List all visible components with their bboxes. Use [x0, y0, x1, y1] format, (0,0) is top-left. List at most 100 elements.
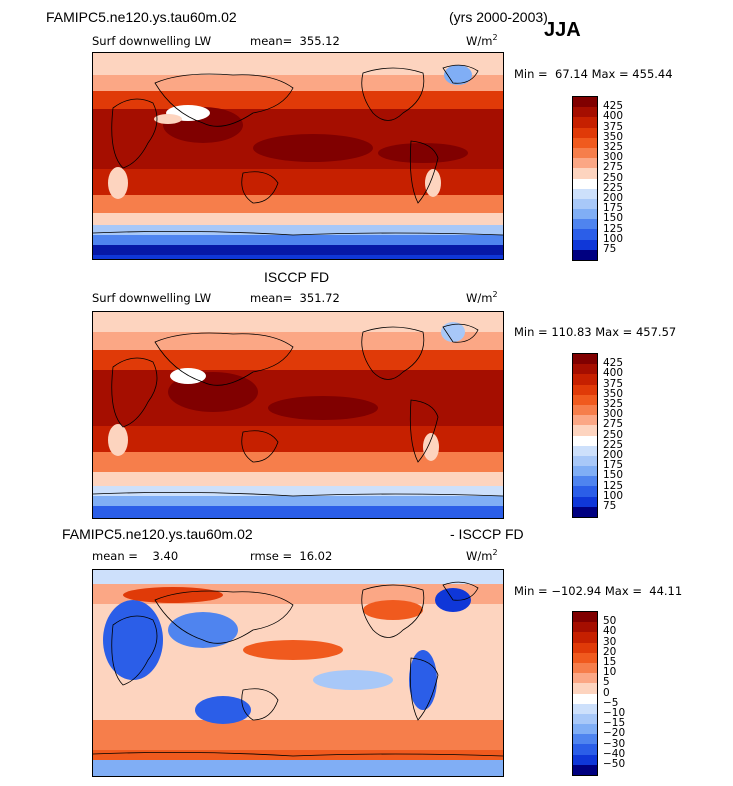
panel3-colorbar-swatch [573, 673, 597, 684]
panel2-mean: mean= 351.72 [250, 291, 340, 305]
panel1-colorbar-label: 75 [603, 243, 617, 255]
panel2-colorbar-label: 275 [603, 418, 624, 431]
panel3-colorbar-label: 5 [603, 676, 610, 689]
panel3-colorbar-swatch [573, 703, 597, 714]
panel1-colorbar [572, 96, 598, 261]
panel3-colorbar-swatch [573, 713, 597, 725]
panel3-colorbar-swatch [573, 693, 597, 704]
panel2-colorbar-label: 400 [603, 367, 624, 380]
panel1-colorbar-swatch [573, 178, 597, 189]
panel2-colorbar-swatch [573, 496, 597, 507]
panel3-mean: mean = 3.40 [92, 549, 179, 563]
panel2-colorbar-label: 325 [603, 398, 624, 410]
panel2-colorbar-swatch [573, 435, 597, 446]
panel2-colorbar-label: 175 [603, 459, 624, 472]
panel2-colorbar-label: 75 [603, 500, 617, 512]
panel2-top-title: ISCCP FD [264, 269, 330, 285]
panel3-colorbar-swatch [573, 764, 597, 775]
panel1-colorbar-label: 425 [603, 100, 624, 113]
panel2-colorbar-swatch [573, 445, 597, 456]
panel1-colorbar-label: 400 [603, 110, 624, 123]
panel3-colorbar-label: 30 [603, 635, 617, 648]
panel3-colorbar-swatch [573, 754, 597, 765]
panel3-colorbar-label: −40 [603, 747, 626, 760]
panel3-colorbar-label: −50 [603, 758, 626, 770]
panel1-colorbar-swatch [573, 158, 597, 169]
panel2-minmax: Min = 110.83 Max = 457.57 [514, 325, 677, 339]
panel3-map [92, 569, 504, 777]
panel2-colorbar-swatch [573, 354, 597, 365]
panel1-colorbar-label: 375 [603, 120, 624, 133]
panel3-colorbar-label: 10 [603, 666, 617, 679]
panel2-colorbar-label: 225 [603, 438, 624, 451]
panel1-colorbar-label: 225 [603, 181, 624, 194]
panel2-colorbar-swatch [573, 384, 597, 395]
panel3-colorbar-label: −15 [603, 717, 626, 730]
panel3-colorbar-swatch [573, 652, 597, 663]
panel3-rmse: rmse = 16.02 [250, 549, 333, 563]
panel1-colorbar-label: 275 [603, 161, 624, 174]
panel1-colorbar-swatch [573, 239, 597, 250]
panel3-colorbar-swatch [573, 662, 597, 674]
panel1-colorbar-swatch [573, 147, 597, 159]
panel3-colorbar-label: 0 [603, 686, 610, 699]
panel1-colorbar-swatch [573, 168, 597, 179]
panel3-colorbar-label: 20 [603, 645, 617, 658]
panel1-colorbar-label: 150 [603, 212, 624, 225]
panel1-colorbar-swatch [573, 209, 597, 220]
panel1-colorbar-label: 175 [603, 202, 624, 215]
panel1-colorbar-label: 250 [603, 171, 624, 184]
panel3-colorbar-label: 50 [603, 615, 617, 628]
panel1-colorbar-label: 325 [603, 141, 624, 153]
panel3-colorbar-label: −10 [603, 707, 626, 719]
panel2-colorbar-swatch [573, 476, 597, 487]
panel1-colorbar-swatch [573, 219, 597, 230]
panel3-units: W/m2 [466, 548, 498, 563]
panel3-top-left: FAMIPC5.ne120.ys.tau60m.02 [62, 526, 253, 542]
panel3-colorbar-label: −20 [603, 727, 626, 740]
panel2-map [92, 311, 504, 519]
panel2-colorbar-swatch [573, 425, 597, 436]
panel3-minmax: Min = −102.94 Max = 44.11 [514, 584, 683, 598]
panel3-colorbar-swatch [573, 724, 597, 735]
panel2-colorbar-label: 250 [603, 428, 624, 441]
panel2-colorbar-swatch [573, 466, 597, 477]
panel1-colorbar-swatch [573, 127, 597, 138]
panel1-mean: mean= 355.12 [250, 34, 340, 48]
panel3-colorbar-swatch [573, 734, 597, 745]
panel1-colorbar-swatch [573, 107, 597, 118]
panel3-colorbar-label: −5 [603, 696, 619, 709]
panel1-colorbar-label: 350 [603, 130, 624, 143]
panel2-colorbar-label: 150 [603, 469, 624, 482]
panel1-colorbar-swatch [573, 229, 597, 240]
panel1-colorbar-label: 300 [603, 151, 624, 164]
panel3-colorbar-swatch [573, 642, 597, 653]
panel2-colorbar-swatch [573, 486, 597, 497]
panel1-units: W/m2 [466, 33, 498, 48]
years-label: (yrs 2000-2003) [449, 9, 548, 25]
panel2-colorbar-swatch [573, 364, 597, 375]
panel2-colorbar-swatch [573, 394, 597, 405]
panel3-colorbar-label: 15 [603, 656, 617, 668]
panel2-colorbar-swatch [573, 374, 597, 385]
panel2-colorbar-swatch [573, 506, 597, 517]
panel1-colorbar-swatch [573, 117, 597, 128]
panel2-colorbar-label: 300 [603, 408, 624, 421]
panel3-colorbar-label: −30 [603, 737, 626, 750]
panel1-colorbar-swatch [573, 137, 597, 148]
panel2-colorbar-label: 100 [603, 489, 624, 502]
panel3-colorbar-swatch [573, 632, 597, 643]
panel3-colorbar-swatch [573, 683, 597, 694]
panel1-colorbar-label: 100 [603, 232, 624, 245]
panel3-colorbar-swatch [573, 744, 597, 755]
panel2-colorbar-swatch [573, 415, 597, 426]
panel1-minmax: Min = 67.14 Max = 455.44 [514, 67, 673, 81]
season-label: JJA [544, 19, 581, 41]
panel3-colorbar-label: 40 [603, 625, 617, 638]
panel1-map [92, 52, 504, 260]
panel2-colorbar-label: 125 [603, 479, 624, 492]
panel2-colorbar-label: 350 [603, 387, 624, 400]
panel1-title: Surf downwelling LW [92, 34, 212, 48]
panel2-title: Surf downwelling LW [92, 291, 212, 305]
panel2-units: W/m2 [466, 290, 498, 305]
